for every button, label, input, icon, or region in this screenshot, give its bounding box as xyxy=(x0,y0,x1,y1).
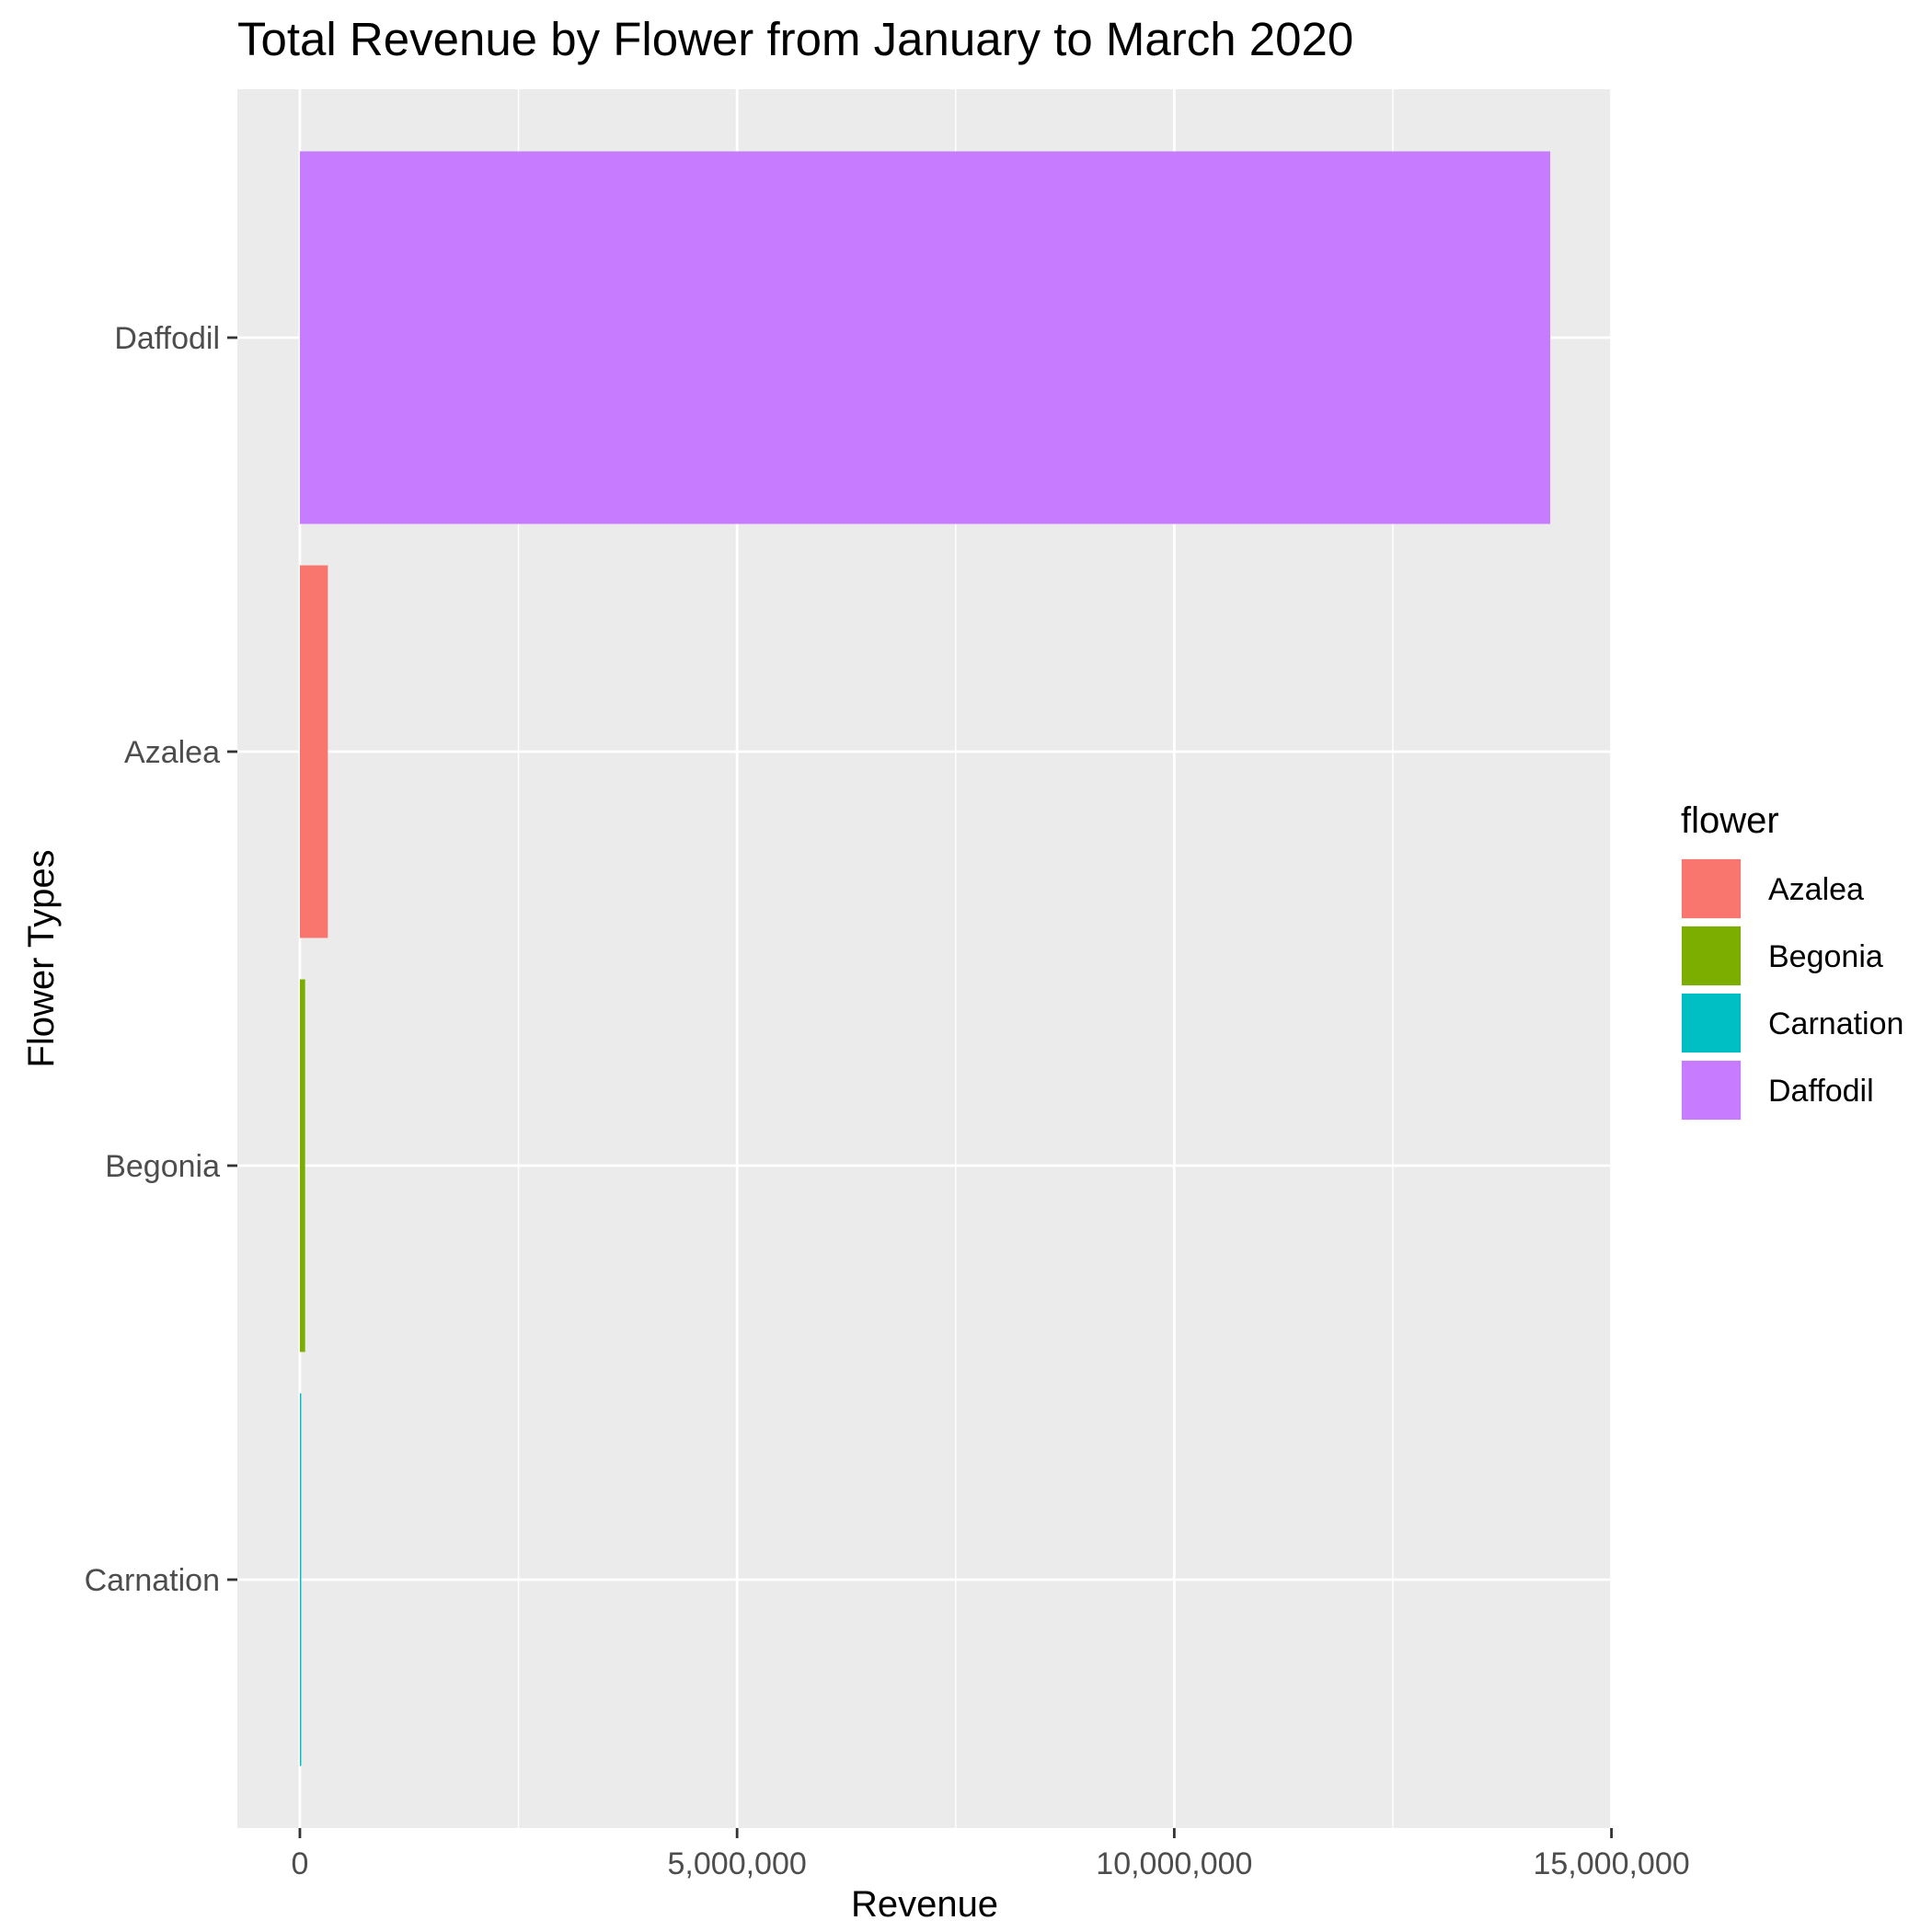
x-tick-label: 15,000,000 xyxy=(1533,1846,1689,1881)
legend-swatch-daffodil xyxy=(1682,1061,1741,1120)
x-axis-title: Revenue xyxy=(851,1884,998,1925)
legend: flower Azalea Begonia Carnation Daffodil xyxy=(1681,800,1903,1121)
y-tick-label: Carnation xyxy=(85,1563,220,1598)
y-tick-label: Begonia xyxy=(105,1149,220,1184)
legend-swatch-begonia xyxy=(1682,926,1741,985)
x-tick-label: 10,000,000 xyxy=(1096,1846,1252,1881)
legend-label-carnation: Carnation xyxy=(1768,1006,1903,1041)
x-tick-label: 0 xyxy=(291,1846,308,1881)
y-tick-label: Daffodil xyxy=(114,321,220,356)
bars xyxy=(299,151,1551,1766)
x-tick-label: 5,000,000 xyxy=(668,1846,807,1881)
chart-title: Total Revenue by Flower from January to … xyxy=(237,13,1353,65)
bar-carnation xyxy=(299,1393,302,1766)
legend-swatch-azalea xyxy=(1682,859,1741,918)
y-axis: Carnation Begonia Azalea Daffodil xyxy=(85,321,237,1598)
legend-swatch-carnation xyxy=(1682,994,1741,1052)
legend-label-daffodil: Daffodil xyxy=(1768,1074,1874,1109)
y-tick-label: Azalea xyxy=(124,735,220,770)
bar-begonia xyxy=(299,979,305,1352)
x-axis: 0 5,000,000 10,000,000 15,000,000 xyxy=(291,1828,1690,1881)
legend-label-azalea: Azalea xyxy=(1768,872,1864,907)
y-axis-title: Flower Types xyxy=(21,849,62,1067)
bar-azalea xyxy=(299,565,328,938)
legend-title: flower xyxy=(1681,800,1779,841)
legend-label-begonia: Begonia xyxy=(1768,939,1883,974)
bar-daffodil xyxy=(299,151,1551,524)
